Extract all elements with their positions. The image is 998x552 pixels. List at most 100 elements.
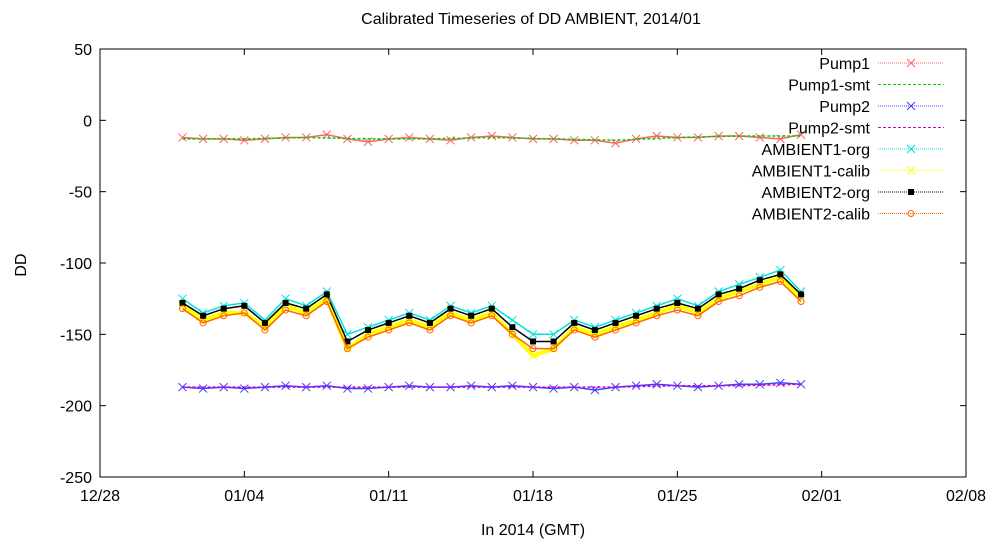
data-point — [571, 319, 578, 326]
data-point — [282, 299, 289, 306]
data-point — [672, 381, 682, 391]
chart-title: Calibrated Timeseries of DD AMBIENT, 201… — [361, 11, 701, 28]
y-tick-label: -100 — [60, 256, 92, 273]
y-tick-label: -150 — [60, 327, 92, 344]
y-tick-label: -200 — [60, 399, 92, 416]
data-point — [612, 319, 619, 326]
x-tick-label: 02/08 — [946, 488, 986, 505]
series-ambient2-org — [179, 271, 805, 345]
series-pump1-smt — [182, 135, 801, 142]
data-point — [550, 338, 557, 345]
data-point — [385, 319, 392, 326]
data-point — [508, 330, 516, 338]
data-point — [529, 345, 537, 353]
legend-label: Pump2 — [819, 99, 870, 116]
x-tick-label: 12/28 — [80, 488, 120, 505]
x-tick-label: 01/11 — [369, 488, 408, 505]
series-ambient2-calib — [178, 278, 805, 353]
data-point — [468, 312, 475, 319]
data-point — [776, 278, 784, 286]
data-point — [178, 305, 186, 313]
legend-marker — [906, 101, 916, 111]
data-point — [301, 382, 311, 392]
data-point — [200, 312, 207, 319]
legend-label: AMBIENT2-calib — [752, 207, 870, 224]
data-point — [281, 381, 290, 391]
data-point — [632, 319, 640, 327]
data-point — [508, 133, 517, 142]
y-axis: 50 0 -50 -100 -150 -200 -250 — [60, 42, 966, 487]
data-point — [281, 133, 290, 142]
x-tick-label: 01/18 — [513, 488, 553, 505]
series-pump1 — [178, 130, 806, 148]
data-point — [303, 305, 310, 312]
data-point — [528, 329, 538, 339]
x-axis: 12/28 01/04 01/11 01/18 01/25 02/01 02/08 — [80, 49, 986, 505]
data-point — [756, 277, 763, 284]
data-point — [672, 133, 682, 142]
y-tick-label: 0 — [83, 113, 92, 130]
data-point — [282, 306, 290, 314]
legend: Pump1 Pump1-smt Pump2 Pump2-smt AMBIENT1-org… — [752, 56, 944, 224]
data-point — [508, 315, 517, 325]
series-pump2-smt — [182, 383, 802, 388]
data-point — [694, 305, 701, 312]
data-point — [447, 305, 454, 312]
data-point — [509, 324, 516, 331]
data-point — [220, 312, 228, 320]
data-point — [570, 326, 578, 334]
data-point — [261, 326, 269, 334]
data-point — [363, 384, 373, 393]
data-point — [736, 285, 743, 292]
data-point — [406, 312, 413, 319]
data-point — [796, 379, 806, 389]
legend-marker — [908, 189, 914, 195]
data-point — [447, 312, 455, 320]
data-point — [797, 298, 805, 306]
data-point — [798, 291, 805, 298]
data-point — [591, 327, 598, 334]
data-point — [528, 351, 538, 361]
data-point — [239, 384, 249, 393]
data-point — [199, 319, 207, 327]
series-line — [182, 383, 802, 388]
data-point — [550, 345, 558, 353]
data-point — [198, 384, 208, 393]
data-point — [178, 382, 187, 392]
data-point — [611, 326, 619, 334]
series-line — [182, 135, 801, 142]
data-point — [261, 319, 268, 326]
y-tick-label: 50 — [74, 42, 92, 59]
legend-label: AMBIENT1-calib — [752, 164, 870, 181]
data-point — [488, 305, 495, 312]
data-point — [796, 130, 806, 139]
data-point — [755, 133, 765, 142]
data-point — [426, 326, 434, 334]
data-point — [446, 382, 455, 392]
data-point — [404, 381, 414, 391]
data-point — [302, 312, 310, 320]
data-point — [734, 379, 744, 389]
data-point — [466, 133, 476, 142]
data-point — [466, 381, 476, 391]
x-tick-label: 01/04 — [224, 488, 264, 505]
x-axis-label: In 2014 (GMT) — [481, 522, 585, 539]
legend-marker — [906, 166, 916, 175]
data-point — [323, 291, 330, 298]
data-point — [322, 381, 332, 391]
data-point — [530, 338, 536, 345]
data-point — [487, 131, 497, 141]
series-group — [178, 130, 806, 395]
data-point — [467, 319, 475, 327]
data-point — [239, 135, 249, 145]
data-point — [653, 312, 661, 320]
data-point — [323, 298, 331, 306]
data-point — [343, 134, 352, 144]
data-point — [488, 312, 496, 320]
x-tick-label: 01/25 — [657, 488, 697, 505]
data-point — [549, 329, 558, 339]
y-tick-label: -250 — [60, 470, 92, 487]
data-point — [591, 333, 599, 341]
data-point — [301, 133, 311, 142]
